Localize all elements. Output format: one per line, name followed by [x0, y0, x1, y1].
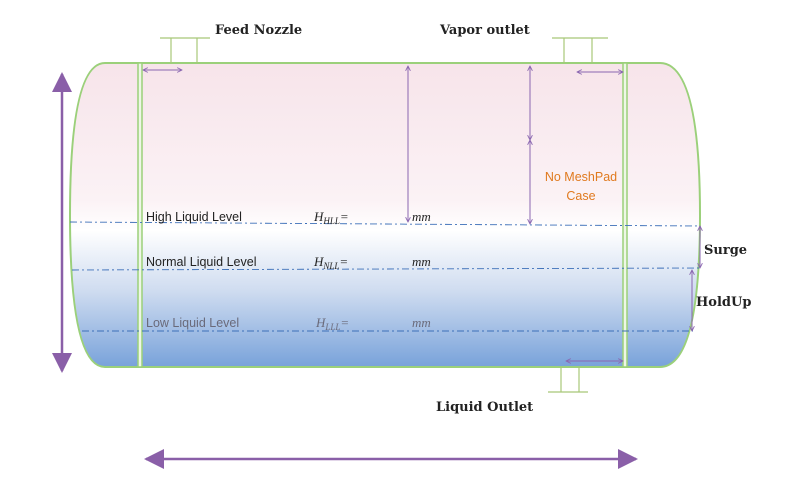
normal-level-symbol: HNLL= — [313, 254, 348, 271]
high-level-label: High Liquid Level — [146, 210, 242, 224]
vapor-outlet-label: Vapor outlet — [439, 23, 530, 38]
low-level-unit: mm — [412, 315, 431, 330]
holdup-label: HoldUp — [696, 295, 751, 310]
low-level-label: Low Liquid Level — [146, 316, 239, 330]
high-level-line — [69, 221, 701, 227]
feed-nozzle-icon — [160, 37, 210, 63]
high-level-symbol: HHLL= — [313, 209, 349, 226]
normal-level-label: Normal Liquid Level — [146, 255, 256, 269]
meshpad-note-line2: Case — [566, 189, 595, 203]
normal-level-unit: mm — [412, 254, 431, 269]
left-head-seam — [137, 62, 143, 368]
surge-label: Surge — [704, 243, 747, 258]
feed-nozzle-label: Feed Nozzle — [215, 23, 302, 38]
liquid-outlet-label: Liquid Outlet — [436, 400, 533, 415]
vessel-body — [68, 62, 702, 368]
meshpad-note-line1: No MeshPad — [545, 170, 617, 184]
vapor-nozzle-icon — [552, 37, 608, 63]
high-level-unit: mm — [412, 209, 431, 224]
right-head-seam — [622, 62, 628, 368]
low-level-symbol: HLLL= — [315, 315, 349, 332]
liquid-nozzle-icon — [548, 367, 588, 393]
